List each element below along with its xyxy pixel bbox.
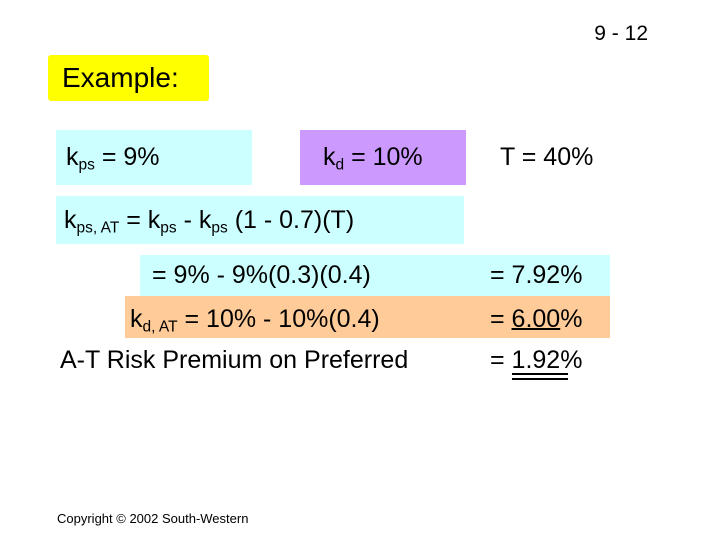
kd-rate: kd = 10% <box>323 143 423 174</box>
preferred-calc-expression: = 9% - 9%(0.3)(0.4) <box>152 261 371 289</box>
kps-value: = 9% <box>94 143 160 171</box>
formula-lhs-subscript: ps, AT <box>76 219 120 237</box>
after-tax-formula: kps, AT = kps - kps (1 - 0.7)(T) <box>64 206 355 237</box>
kd-symbol: k <box>323 143 336 171</box>
premium-value: 1.92 <box>511 346 561 374</box>
premium-value-wrap: 1.92 <box>511 346 568 380</box>
premium-eq: = <box>490 346 512 374</box>
debt-calc-expression: kd, AT = 10% - 10%(0.4) <box>130 305 380 336</box>
premium-label: A-T Risk Premium on Preferred <box>60 346 409 374</box>
formula-eq: = k <box>119 206 161 234</box>
kd-value: = 10% <box>344 143 423 171</box>
formula-term1-subscript: ps <box>160 219 177 237</box>
formula-term2-subscript: ps <box>211 219 228 237</box>
double-underline-top <box>511 373 568 375</box>
formula-lhs-symbol: k <box>64 206 77 234</box>
debt-result-eq: = <box>490 305 512 333</box>
example-heading: Example: <box>62 62 179 93</box>
example-highlight <box>48 55 209 101</box>
debt-calc-highlight <box>125 296 610 338</box>
formula-minus: - k <box>176 206 212 234</box>
debt-expr: = 10% - 10%(0.4) <box>177 305 380 333</box>
copyright-notice: Copyright © 2002 South-Western <box>57 511 249 526</box>
preferred-calc-result: = 7.92% <box>490 261 583 289</box>
debt-subscript: d, AT <box>142 318 178 336</box>
double-underline-bottom <box>511 378 568 380</box>
formula-rest: (1 - 0.7)(T) <box>227 206 355 234</box>
debt-result-value: 6.00 <box>511 305 561 333</box>
kd-highlight <box>300 130 466 185</box>
debt-result-pct: % <box>560 305 583 333</box>
formula-highlight <box>56 196 464 244</box>
kps-rate: kps = 9% <box>66 143 160 174</box>
kd-subscript: d <box>335 156 345 174</box>
page-number: 9 - 12 <box>594 22 648 45</box>
premium-pct: % <box>560 346 583 374</box>
tax-rate: T = 40% <box>500 143 594 171</box>
kps-highlight <box>56 130 252 185</box>
kps-subscript: ps <box>78 156 95 174</box>
kps-symbol: k <box>66 143 79 171</box>
debt-symbol: k <box>130 305 143 333</box>
debt-calc-result: = 6.00% <box>490 305 582 334</box>
preferred-calc-highlight <box>140 255 610 297</box>
premium-result: = 1.92% <box>490 346 583 380</box>
